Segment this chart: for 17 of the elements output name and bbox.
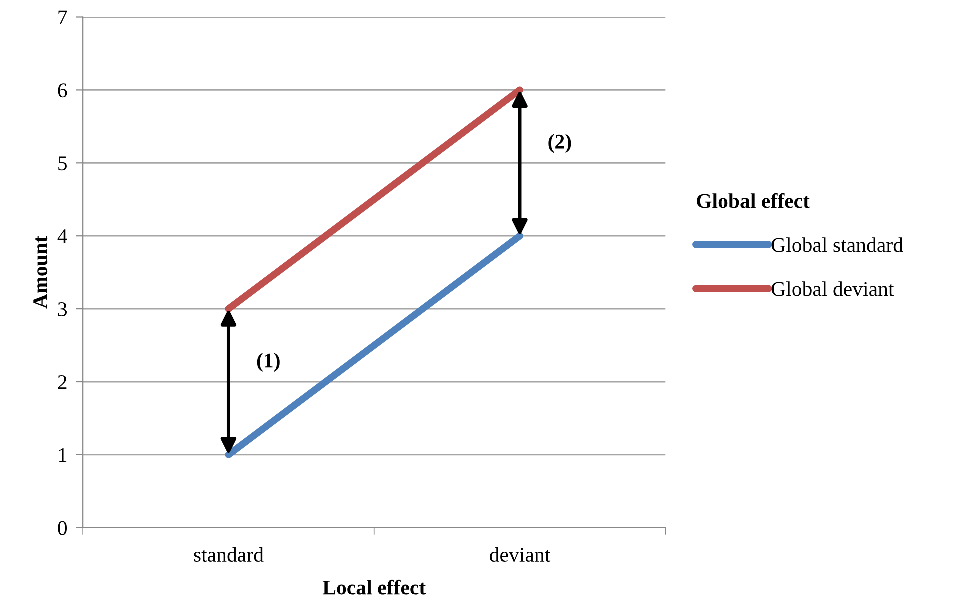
annotation: (1) <box>257 353 280 372</box>
y-tick-label: 0 <box>58 521 68 536</box>
x-tick-label: standard <box>194 547 264 562</box>
y-tick-label: 3 <box>58 302 67 316</box>
y-axis-title: Amount <box>34 236 48 309</box>
y-tick-label: 1 <box>59 448 67 462</box>
y-tick-label: 7 <box>58 10 68 24</box>
x-axis-title: Local effect <box>322 580 426 595</box>
x-tick-label: deviant <box>490 547 551 562</box>
y-tick-label: 5 <box>58 156 67 171</box>
y-tick-label: 4 <box>58 230 68 244</box>
y-tick-label: 2 <box>58 375 67 390</box>
legend-label: Global deviant <box>772 282 894 296</box>
legend-label: Global standard <box>772 238 904 252</box>
y-tick-label: 6 <box>58 84 68 98</box>
legend-title: Global effect <box>697 193 810 208</box>
annotation: (2) <box>548 134 572 154</box>
